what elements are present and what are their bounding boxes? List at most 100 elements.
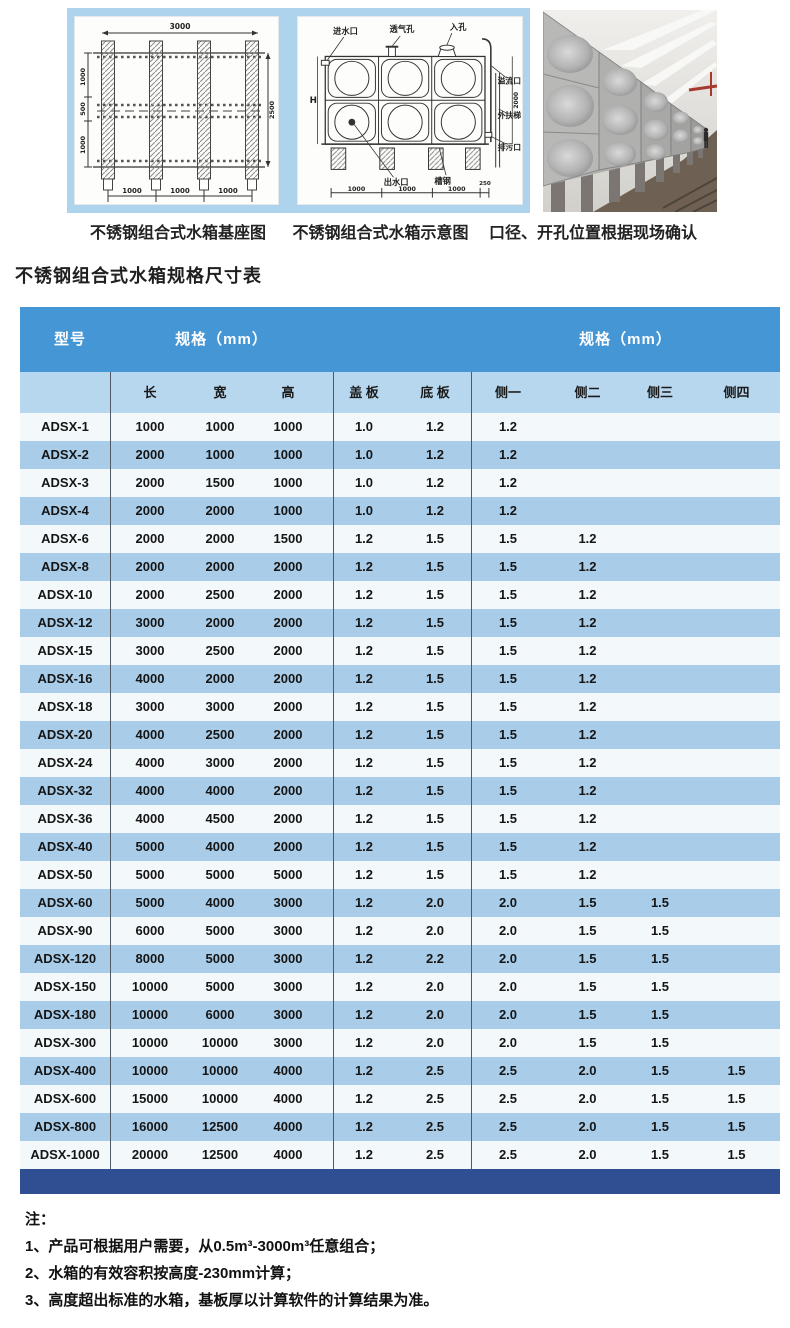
value-cell: 10000 [131, 1063, 169, 1078]
value-cell: 1.5 [650, 1119, 670, 1134]
value-cell: 1.2 [354, 1035, 374, 1050]
value-cell: 3000 [135, 615, 165, 630]
value-cell [693, 525, 780, 553]
value-cell: 2000 [205, 531, 235, 546]
value-cell: 1.2 [498, 447, 518, 462]
model-cell: ADSX-600 [33, 1091, 97, 1106]
column-header-empty [20, 372, 110, 413]
value-cell: 1.5 [425, 587, 445, 602]
model-cell: ADSX-120 [33, 951, 97, 966]
value-cell: 10000 [131, 979, 169, 994]
value-cell: 2000 [273, 811, 303, 826]
model-cell: ADSX-1 [41, 419, 89, 434]
value-cell: 2.0 [498, 951, 518, 966]
value-cell: 3000 [273, 895, 303, 910]
value-cell: 4000 [135, 671, 165, 686]
model-cell: ADSX-20 [37, 727, 93, 742]
figure-panel: 3000 [67, 8, 530, 213]
svg-text:1000: 1000 [79, 67, 87, 86]
value-cell: 2.0 [425, 895, 445, 910]
column-header-width: 宽 [213, 385, 227, 400]
value-cell: 1.2 [354, 951, 374, 966]
notes-section: 注： 1、产品可根据用户需要，从0.5m³-3000m³任意组合； 2、水箱的有… [25, 1208, 765, 1319]
value-cell: 1.5 [578, 979, 597, 994]
value-cell: 2000 [135, 587, 165, 602]
value-cell [693, 833, 780, 861]
table-row: ADSX-40 5000 4000 2000 1.2 1.5 1.5 1.2 [20, 833, 780, 861]
value-cell: 1.2 [354, 531, 374, 546]
model-cell: ADSX-8 [41, 559, 89, 574]
svg-text:H: H [310, 96, 317, 106]
value-cell: 1000 [273, 419, 303, 434]
value-cell: 2.5 [425, 1147, 445, 1162]
value-cell: 1.5 [650, 1035, 670, 1050]
value-cell: 5000 [205, 979, 235, 994]
value-cell: 1000 [205, 447, 235, 462]
value-cell: 5000 [205, 951, 235, 966]
table-row: ADSX-180 10000 6000 3000 1.2 2.0 2.0 1.5 1.5 [20, 1001, 780, 1029]
value-cell: 1.5 [498, 755, 518, 770]
value-cell: 15000 [131, 1091, 169, 1106]
table-row: ADSX-18 3000 3000 2000 1.2 1.5 1.5 1.2 [20, 693, 780, 721]
table-row: ADSX-400 10000 10000 4000 1.2 2.5 2.5 2.0 1.5 1.5 [20, 1057, 780, 1085]
value-cell [693, 749, 780, 777]
value-cell: 1000 [273, 475, 303, 490]
table-row: ADSX-1000 20000 12500 4000 1.2 2.5 2.5 2.0 1.5 1.… [20, 1141, 780, 1169]
value-cell: 1.2 [498, 419, 518, 434]
value-cell [627, 581, 693, 609]
value-cell: 3000 [205, 699, 235, 714]
value-cell: 1000 [273, 447, 303, 462]
value-cell: 2.5 [425, 1091, 445, 1106]
value-cell: 1.5 [498, 699, 518, 714]
value-cell [693, 413, 780, 441]
value-cell [627, 637, 693, 665]
value-cell: 1.2 [354, 1119, 374, 1134]
value-cell: 1.2 [578, 811, 597, 826]
svg-text:2000: 2000 [513, 92, 520, 109]
value-cell: 4000 [135, 755, 165, 770]
value-cell: 1.5 [578, 1035, 597, 1050]
value-cell: 3000 [273, 951, 303, 966]
value-cell: 1000 [273, 503, 303, 518]
value-cell: 1.5 [498, 587, 518, 602]
value-cell [693, 637, 780, 665]
value-cell [693, 777, 780, 805]
value-cell: 1.5 [425, 699, 445, 714]
model-cell: ADSX-16 [37, 671, 93, 686]
table-row: ADSX-20 4000 2500 2000 1.2 1.5 1.5 1.2 [20, 721, 780, 749]
column-divider [471, 372, 472, 1169]
value-cell: 4500 [205, 811, 235, 826]
table-column-headers: 长 宽 高 盖 板 底 板 侧一 侧二 侧三 侧四 [20, 372, 780, 413]
value-cell: 1.0 [354, 475, 374, 490]
value-cell: 1.2 [578, 839, 597, 854]
value-cell [627, 861, 693, 889]
tank-photo-image [542, 10, 718, 213]
model-cell: ADSX-150 [33, 979, 97, 994]
value-cell: 2.0 [425, 1035, 445, 1050]
value-cell: 1.5 [727, 1091, 746, 1106]
base-diagram: 3000 [74, 16, 279, 205]
model-cell: ADSX-15 [37, 643, 93, 658]
value-cell: 1.2 [578, 783, 597, 798]
value-cell: 2000 [273, 727, 303, 742]
value-cell: 1.5 [650, 923, 670, 938]
value-cell: 1.5 [727, 1063, 746, 1078]
value-cell: 3000 [273, 979, 303, 994]
svg-text:500: 500 [79, 102, 87, 116]
value-cell: 1.2 [354, 979, 374, 994]
value-cell: 1500 [273, 531, 303, 546]
value-cell: 1.5 [498, 559, 518, 574]
table-row: ADSX-15 3000 2500 2000 1.2 1.5 1.5 1.2 [20, 637, 780, 665]
value-cell [693, 945, 780, 973]
value-cell: 1.5 [425, 727, 445, 742]
value-cell [548, 469, 627, 497]
value-cell: 5000 [273, 867, 303, 882]
value-cell: 5000 [135, 867, 165, 882]
schematic-drawing: H 进水口 透气孔 入孔 溢流口 外扶梯 排污口 出水口 槽钢 [310, 22, 521, 198]
model-cell: ADSX-6 [41, 531, 89, 546]
model-cell: ADSX-24 [37, 755, 93, 770]
value-cell: 2500 [205, 727, 235, 742]
table-row: ADSX-16 4000 2000 2000 1.2 1.5 1.5 1.2 [20, 665, 780, 693]
value-cell: 1.2 [354, 615, 374, 630]
